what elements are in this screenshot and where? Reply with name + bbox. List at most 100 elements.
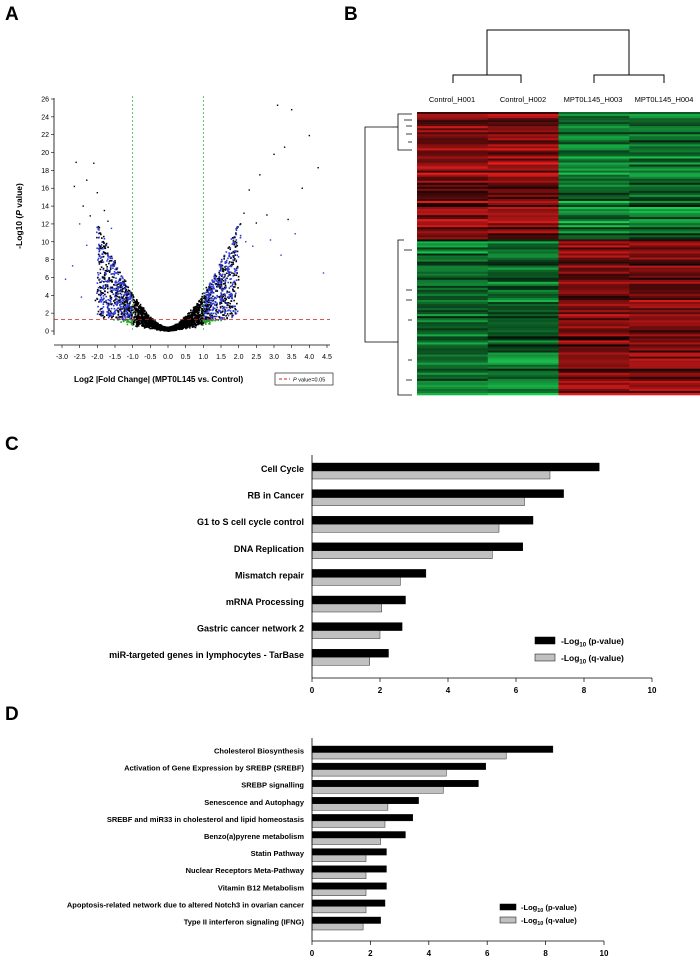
heatmap-cell: [558, 318, 630, 321]
volcano-x-ticks: -3.0 -2.5 -2.0 -1.5 -1.0 -0.5 0.0 0.5 1.0 1.5 2.0 2…: [56, 345, 332, 361]
volcano-point: [126, 312, 129, 314]
heatmap-cell: [417, 190, 489, 194]
volcano-point: [230, 263, 233, 266]
heatmap-cell: [629, 308, 700, 311]
volcano-point: [109, 295, 112, 297]
volcano-point: [116, 289, 119, 292]
heatmap-cell: [629, 324, 700, 327]
heatmap-cell: [487, 386, 559, 390]
heatmap-cell: [417, 273, 489, 277]
volcano-point: [212, 286, 215, 288]
heatmap-cell: [629, 134, 700, 137]
heatmap-cell: [558, 306, 630, 309]
volcano-point: [117, 283, 120, 285]
volcano-point: [114, 293, 117, 296]
volcano-point: [143, 312, 145, 315]
volcano-point: [130, 311, 133, 313]
volcano-point: [96, 247, 98, 250]
volcano-point: [132, 312, 135, 314]
heatmap-cell: [487, 124, 559, 127]
volcano-point: [181, 319, 184, 321]
volcano-point: [223, 258, 225, 260]
volcano-point: [204, 323, 207, 325]
volcano-point: [196, 318, 199, 320]
volcano-point: [233, 280, 236, 283]
volcano-point: [150, 325, 152, 327]
heatmap-cell: [417, 364, 489, 367]
volcano-point: [108, 280, 110, 283]
heatmap-cell: [629, 275, 700, 279]
heatmap-cell: [487, 338, 559, 341]
heatmap-cell: [417, 112, 489, 115]
category-label: RB in Cancer: [247, 491, 304, 501]
volcano-point: [113, 271, 116, 273]
heatmap-cell: [487, 188, 559, 192]
volcano-point: [216, 294, 218, 297]
volcano-point: [233, 299, 235, 302]
heatmap-cell: [629, 384, 700, 388]
heatmap-cell: [417, 342, 489, 345]
volcano-point: [112, 265, 114, 267]
heatmap-cell: [417, 204, 489, 208]
volcano-point: [98, 249, 101, 252]
volcano-point: [197, 323, 199, 326]
heatmap-cell: [629, 326, 700, 329]
volcano-point: [145, 311, 148, 314]
heatmap-cell: [417, 229, 489, 232]
category-label: Apoptosis-related network due to altered…: [67, 900, 304, 909]
volcano-point: [204, 298, 206, 301]
volcano-point: [117, 307, 120, 309]
chart-d-bars: [311, 745, 554, 931]
heatmap-cell: [558, 378, 630, 382]
heatmap-cell: [558, 316, 630, 319]
volcano-point: [210, 305, 213, 307]
heatmap-cell: [558, 388, 630, 392]
volcano-point: [203, 297, 205, 299]
volcano-point: [137, 312, 139, 315]
heatmap-cell: [558, 126, 630, 129]
volcano-outlier-point: [273, 153, 275, 156]
heatmap-cell: [417, 162, 489, 165]
volcano-point: [232, 261, 234, 264]
volcano-point: [217, 281, 219, 283]
volcano-point: [116, 281, 118, 284]
category-label: Activation of Gene Expression by SREBP (…: [124, 764, 304, 773]
heatmap-cell: [629, 320, 700, 323]
volcano-point: [178, 327, 180, 330]
volcano-point: [204, 309, 206, 311]
volcano-x-tick-label: 2.5: [251, 354, 261, 361]
volcano-point: [208, 284, 211, 287]
heatmap-cell: [558, 186, 630, 190]
volcano-outlier-point: [110, 227, 113, 230]
heatmap-cell: [558, 287, 630, 291]
heatmap-cell: [487, 146, 559, 149]
volcano-outlier-point: [89, 215, 91, 217]
heatmap-cell: [558, 150, 630, 153]
volcano-point: [216, 306, 218, 309]
volcano-point: [214, 278, 217, 281]
volcano-point: [103, 237, 106, 240]
volcano-point: [165, 328, 168, 331]
heatmap-cell: [487, 122, 559, 125]
heatmap-cell: [558, 235, 630, 238]
volcano-point: [137, 314, 139, 316]
volcano-point: [219, 307, 222, 309]
volcano-point: [185, 320, 188, 322]
volcano-point: [150, 321, 153, 323]
volcano-point: [206, 310, 209, 313]
volcano-point: [109, 268, 112, 270]
volcano-point: [201, 305, 204, 307]
volcano-point: [196, 306, 199, 309]
volcano-point: [225, 261, 228, 264]
volcano-point: [227, 267, 229, 270]
volcano-point: [125, 309, 128, 312]
heatmap-cell: [558, 376, 630, 380]
volcano-point: [131, 313, 133, 316]
volcano-point: [205, 305, 208, 307]
volcano-point: [200, 315, 203, 317]
heatmap-cell: [417, 308, 489, 311]
volcano-point: [140, 310, 143, 312]
volcano-point: [106, 285, 109, 288]
heatmap-cell: [487, 378, 559, 382]
volcano-x-tick-label: 4.0: [304, 354, 314, 361]
